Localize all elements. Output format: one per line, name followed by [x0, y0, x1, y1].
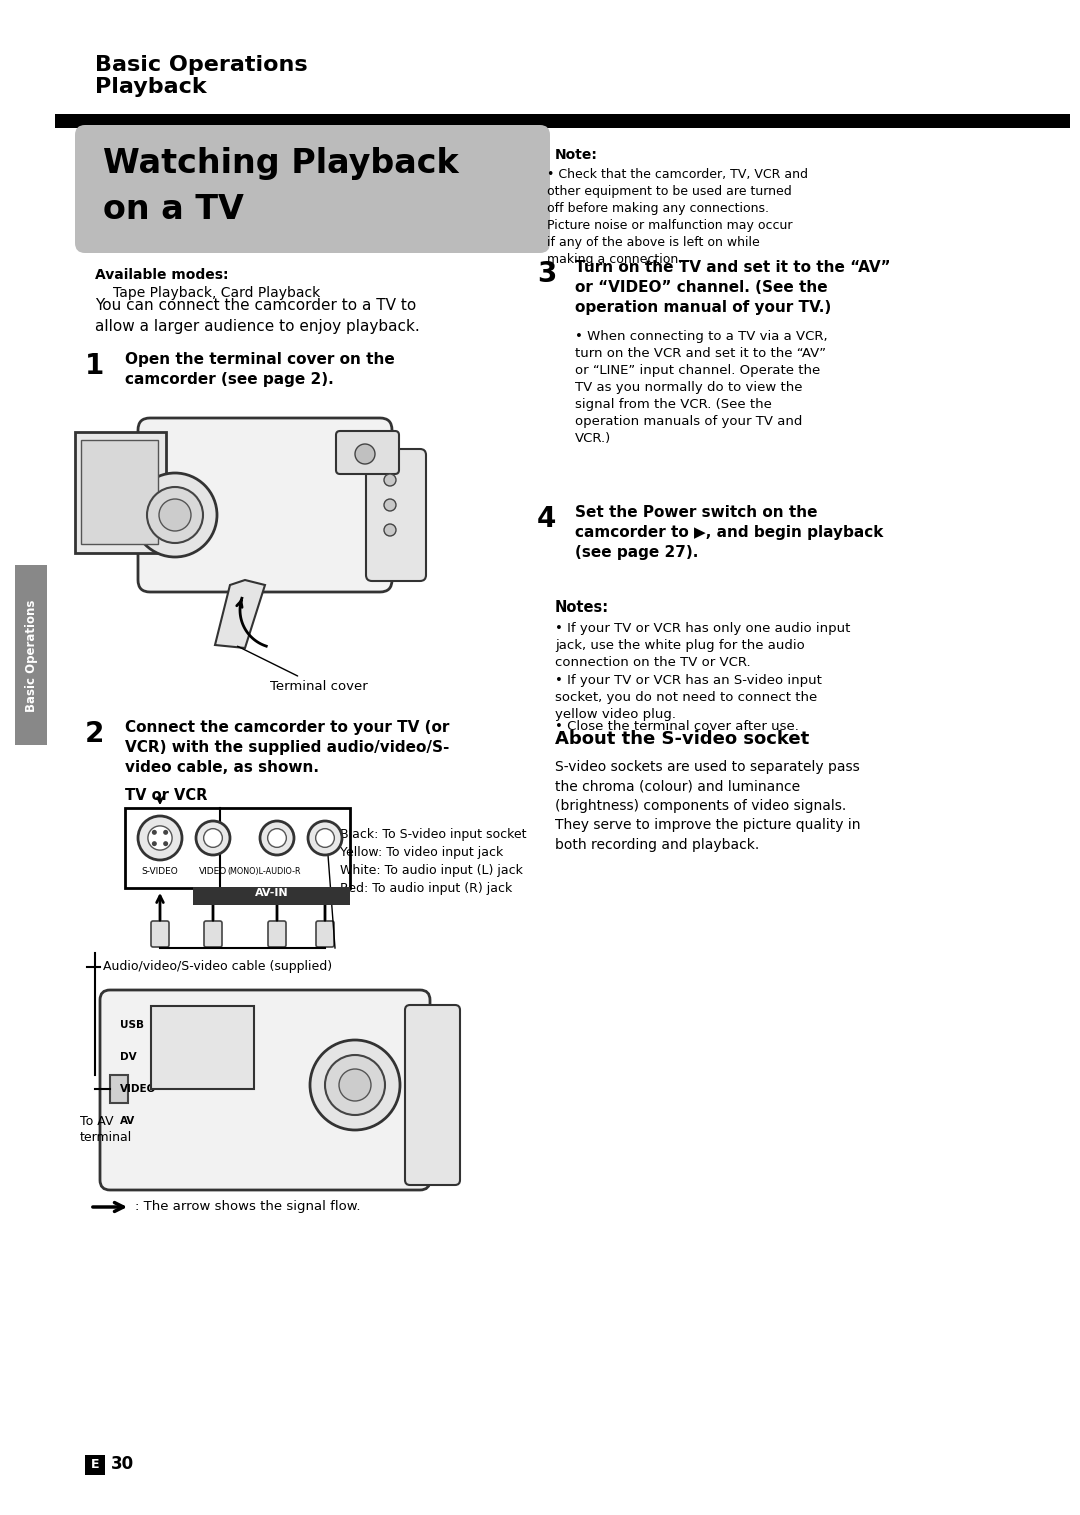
Text: : The arrow shows the signal flow.: : The arrow shows the signal flow.: [135, 1200, 361, 1214]
Text: 3: 3: [537, 261, 556, 288]
Text: 4: 4: [537, 504, 556, 533]
FancyBboxPatch shape: [151, 921, 168, 947]
Bar: [15, 565, 48, 745]
Text: Available modes:: Available modes:: [95, 268, 229, 282]
Circle shape: [325, 1054, 384, 1115]
Text: • If your TV or VCR has only one audio input
jack, use the white plug for the au: • If your TV or VCR has only one audio i…: [555, 623, 850, 670]
Text: To AV
terminal: To AV terminal: [80, 1115, 132, 1144]
Text: Playback: Playback: [95, 77, 206, 97]
Text: 2: 2: [85, 720, 105, 748]
FancyBboxPatch shape: [75, 432, 166, 553]
FancyBboxPatch shape: [81, 439, 158, 544]
Text: Turn on the TV and set it to the “AV”
or “VIDEO” channel. (See the
operation man: Turn on the TV and set it to the “AV” or…: [575, 261, 891, 315]
Text: 30: 30: [111, 1454, 134, 1473]
Circle shape: [152, 830, 157, 835]
Text: Basic Operations: Basic Operations: [25, 600, 38, 712]
Text: USB: USB: [120, 1020, 144, 1030]
Text: 1: 1: [85, 351, 105, 380]
Text: Tape Playback, Card Playback: Tape Playback, Card Playback: [113, 286, 321, 300]
Text: Basic Operations: Basic Operations: [95, 55, 308, 76]
Text: Watching Playback: Watching Playback: [103, 147, 459, 180]
Text: • If your TV or VCR has an S-video input
socket, you do not need to connect the
: • If your TV or VCR has an S-video input…: [555, 674, 822, 721]
FancyBboxPatch shape: [316, 921, 334, 947]
Text: DV: DV: [120, 1051, 137, 1062]
Text: (MONO)L-AUDIO-R: (MONO)L-AUDIO-R: [228, 867, 301, 876]
FancyBboxPatch shape: [138, 418, 392, 592]
Text: • Close the terminal cover after use.: • Close the terminal cover after use.: [555, 720, 799, 733]
Text: White: To audio input (L) jack: White: To audio input (L) jack: [340, 864, 523, 877]
Text: Notes:: Notes:: [555, 600, 609, 615]
Circle shape: [163, 841, 168, 847]
FancyBboxPatch shape: [204, 921, 222, 947]
Text: VIDEO: VIDEO: [199, 867, 227, 876]
Text: TV or VCR: TV or VCR: [125, 788, 207, 803]
Bar: [85, 1454, 105, 1476]
Text: Note:: Note:: [555, 148, 598, 162]
Circle shape: [308, 821, 342, 854]
Text: AV-IN: AV-IN: [255, 888, 288, 898]
Circle shape: [148, 826, 172, 850]
Circle shape: [315, 829, 335, 847]
Text: Yellow: To video input jack: Yellow: To video input jack: [340, 845, 503, 859]
Circle shape: [384, 498, 396, 511]
FancyBboxPatch shape: [100, 989, 430, 1189]
Text: on a TV: on a TV: [103, 192, 244, 226]
Text: Terminal cover: Terminal cover: [238, 647, 368, 692]
Text: About the S-video socket: About the S-video socket: [555, 730, 809, 748]
Text: Open the terminal cover on the
camcorder (see page 2).: Open the terminal cover on the camcorder…: [125, 351, 395, 386]
FancyBboxPatch shape: [336, 430, 399, 474]
Text: • Check that the camcorder, TV, VCR and
other equipment to be used are turned
of: • Check that the camcorder, TV, VCR and …: [546, 168, 808, 267]
Circle shape: [163, 830, 168, 835]
FancyBboxPatch shape: [268, 921, 286, 947]
Circle shape: [384, 524, 396, 536]
Circle shape: [133, 473, 217, 558]
Circle shape: [195, 821, 230, 854]
Text: Audio/video/S-video cable (supplied): Audio/video/S-video cable (supplied): [103, 961, 333, 973]
Text: S-video sockets are used to separately pass
the chroma (colour) and luminance
(b: S-video sockets are used to separately p…: [555, 761, 861, 851]
Circle shape: [355, 444, 375, 464]
Circle shape: [260, 821, 294, 854]
Bar: [55, 114, 1070, 127]
Bar: [110, 1076, 129, 1103]
Text: • When connecting to a TV via a VCR,
turn on the VCR and set it to the “AV”
or “: • When connecting to a TV via a VCR, tur…: [575, 330, 827, 445]
Circle shape: [384, 474, 396, 486]
Bar: [193, 886, 350, 904]
Text: Set the Power switch on the
camcorder to ▶, and begin playback
(see page 27).: Set the Power switch on the camcorder to…: [575, 504, 883, 559]
Text: Red: To audio input (R) jack: Red: To audio input (R) jack: [340, 882, 512, 895]
Bar: [125, 807, 350, 888]
Circle shape: [310, 1039, 400, 1130]
Text: Black: To S-video input socket: Black: To S-video input socket: [340, 829, 527, 841]
Text: Connect the camcorder to your TV (or
VCR) with the supplied audio/video/S-
video: Connect the camcorder to your TV (or VCR…: [125, 720, 449, 774]
Text: AV: AV: [120, 1117, 135, 1126]
Polygon shape: [215, 580, 265, 648]
Text: S-VIDEO: S-VIDEO: [141, 867, 178, 876]
Text: E: E: [91, 1457, 99, 1471]
FancyBboxPatch shape: [366, 448, 426, 580]
Circle shape: [159, 498, 191, 530]
FancyBboxPatch shape: [151, 1006, 254, 1089]
FancyBboxPatch shape: [405, 1004, 460, 1185]
Circle shape: [339, 1070, 372, 1101]
Circle shape: [152, 841, 157, 847]
Circle shape: [138, 817, 183, 861]
Text: VIDEO: VIDEO: [120, 1085, 157, 1094]
Circle shape: [147, 486, 203, 542]
Text: You can connect the camcorder to a TV to
allow a larger audience to enjoy playba: You can connect the camcorder to a TV to…: [95, 298, 420, 333]
Circle shape: [204, 829, 222, 847]
FancyBboxPatch shape: [75, 126, 550, 253]
Circle shape: [268, 829, 286, 847]
